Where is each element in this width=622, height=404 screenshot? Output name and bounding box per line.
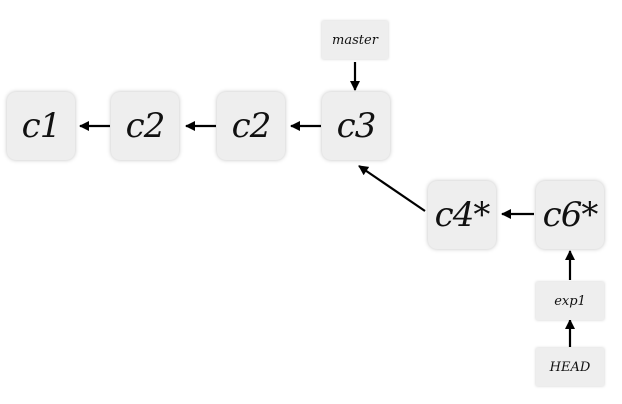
commit-label: c2 xyxy=(125,106,166,146)
commit-label: c2 xyxy=(231,106,272,146)
commit-node-c1: c1 xyxy=(7,92,75,160)
ref-exp1: exp1 xyxy=(536,282,604,320)
ref-label: master xyxy=(332,32,378,48)
edge-c4-to-c3 xyxy=(358,165,426,212)
commit-label: c6* xyxy=(542,195,599,235)
ref-head: HEAD xyxy=(536,348,604,386)
commit-node-c6: c6* xyxy=(536,181,604,249)
commit-label: c1 xyxy=(21,106,62,146)
ref-label: exp1 xyxy=(554,293,586,309)
ref-label: HEAD xyxy=(549,359,591,375)
commit-label: c4* xyxy=(434,195,491,235)
ref-master: master xyxy=(322,21,388,59)
commit-node-c2-first: c2 xyxy=(111,92,179,160)
commit-node-c2-second: c2 xyxy=(217,92,285,160)
commit-node-c4: c4* xyxy=(428,181,496,249)
commit-node-c3: c3 xyxy=(322,92,390,160)
commit-label: c3 xyxy=(336,106,377,146)
